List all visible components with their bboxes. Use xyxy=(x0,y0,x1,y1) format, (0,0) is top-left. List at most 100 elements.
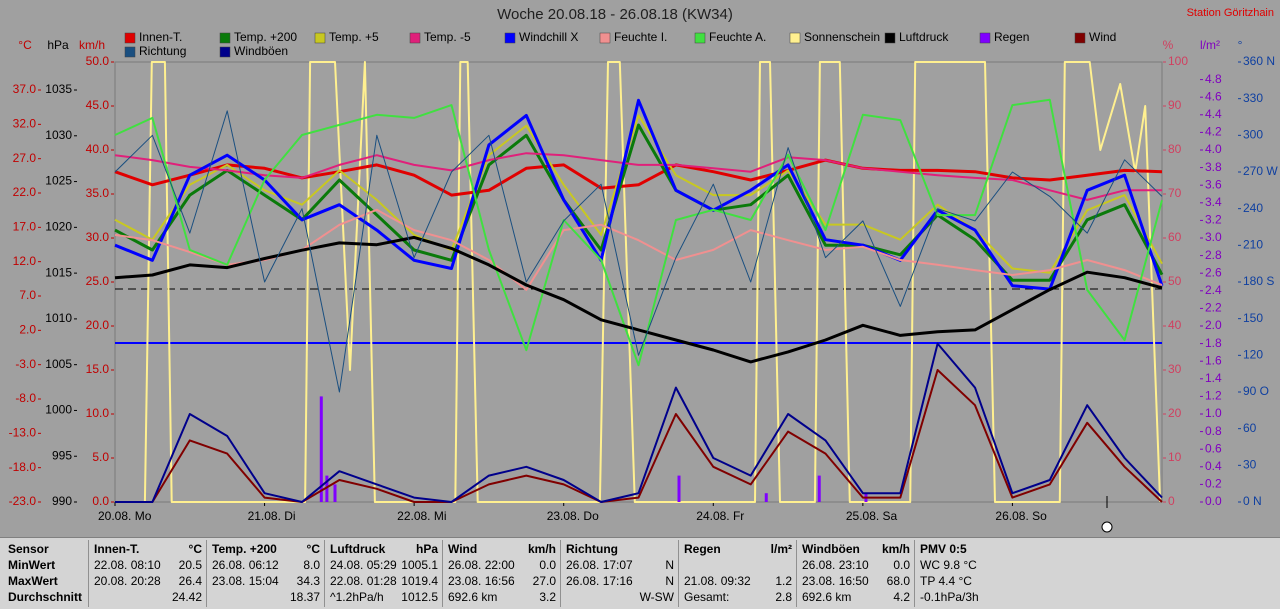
column-unit: km/h xyxy=(881,542,910,556)
legend-swatch xyxy=(124,32,136,44)
column-header: Windböen xyxy=(802,542,860,556)
series-line xyxy=(115,342,1163,503)
legend-swatch xyxy=(884,32,896,44)
cell-time: 24.08. 05:29 xyxy=(330,558,397,572)
y-tick-label: 210 xyxy=(1243,238,1263,252)
cursor-handle xyxy=(1101,521,1113,533)
y-tick-label: 1005 xyxy=(45,357,72,371)
cell-value: 3.2 xyxy=(539,590,556,604)
y-tick-label: 3.0 xyxy=(1205,230,1222,244)
cell-value: 20.5 xyxy=(178,558,202,572)
column-separator xyxy=(678,540,679,607)
cell-value: 4.2 xyxy=(893,590,910,604)
plot-layer xyxy=(114,61,1164,503)
axis-unit: ° xyxy=(1238,38,1243,52)
y-tick-label: 4.8 xyxy=(1205,72,1222,86)
y-tick-label: 150 xyxy=(1243,311,1263,325)
column-separator xyxy=(324,540,325,607)
cell-value: 0.0 xyxy=(893,558,910,572)
legend-swatch xyxy=(314,32,326,44)
legend-swatch xyxy=(124,46,136,58)
series-line xyxy=(114,123,1164,282)
cell-time: WC 9.8 °C xyxy=(920,558,977,572)
cell-time: 692.6 km xyxy=(802,590,852,604)
column-header: Regen xyxy=(684,542,721,556)
y-tick-label: 10.0 xyxy=(86,406,110,420)
y-tick-label: 0.6 xyxy=(1205,441,1222,455)
column-separator xyxy=(560,540,561,607)
y-tick-label: 0 N xyxy=(1243,494,1262,508)
series-line xyxy=(114,98,1163,367)
cell-time: 26.08. 17:16 xyxy=(566,574,633,588)
legend-label: Windchill X xyxy=(519,30,578,44)
y-tick-label: 70 xyxy=(1168,186,1182,200)
y-tick-label: 30 xyxy=(1168,362,1182,376)
cell-value: 1005.1 xyxy=(401,558,438,572)
series-line xyxy=(114,110,1163,393)
series-line xyxy=(114,114,1163,274)
axis-unit: l/m² xyxy=(1200,38,1220,52)
x-tick-label: 23.08. Do xyxy=(547,509,599,523)
column-header: Temp. +200 xyxy=(212,542,277,556)
y-tick-label: 4.0 xyxy=(1205,142,1222,156)
x-tick-label: 25.08. Sa xyxy=(846,509,898,523)
row-label: Sensor xyxy=(8,542,49,556)
y-tick-label: 1.2 xyxy=(1205,389,1222,403)
y-tick-label: 2.4 xyxy=(1205,283,1222,297)
cell-time: 21.08. 09:32 xyxy=(684,574,751,588)
y-tick-label: 1035 xyxy=(45,82,72,96)
y-tick-label: 32.0 xyxy=(13,117,37,131)
y-tick-label: 10 xyxy=(1168,450,1182,464)
column-unit: hPa xyxy=(415,542,438,556)
chart: Woche 20.08.18 - 26.08.18 (KW34) Station… xyxy=(9,6,1278,533)
legend-swatch xyxy=(694,32,706,44)
y-tick-label: 4.4 xyxy=(1205,107,1222,121)
column-header: PMV 0:5 xyxy=(920,542,967,556)
y-tick-label: 20.0 xyxy=(86,318,110,332)
y-tick-label: 1.8 xyxy=(1205,336,1222,350)
y-tick-label: 40 xyxy=(1168,318,1182,332)
column-separator xyxy=(442,540,443,607)
cell-value: 24.42 xyxy=(171,590,202,604)
y-tick-label: 2.6 xyxy=(1205,265,1222,279)
y-tick-label: 4.2 xyxy=(1205,125,1222,139)
y-tick-label: 50 xyxy=(1168,274,1182,288)
rain-bar xyxy=(319,396,323,502)
column-unit: km/h xyxy=(527,542,556,556)
y-tick-label: 40.0 xyxy=(86,142,110,156)
cell-time: 23.08. 15:04 xyxy=(212,574,279,588)
cell-time: 26.08. 17:07 xyxy=(566,558,633,572)
cell-value: 1019.4 xyxy=(401,574,438,588)
y-tick-label: 300 xyxy=(1243,128,1263,142)
x-tick-label: 26.08. So xyxy=(995,509,1047,523)
y-tick-label: 7.0 xyxy=(19,288,36,302)
series-line xyxy=(114,235,1163,364)
column-unit: °C xyxy=(188,542,202,556)
y-tick-label: 1.0 xyxy=(1205,406,1222,420)
y-tick-label: 3.4 xyxy=(1205,195,1222,209)
legend-swatch xyxy=(599,32,611,44)
station-name: Station Göritzhain xyxy=(1187,7,1274,19)
cell-time: 26.08. 22:00 xyxy=(448,558,515,572)
legend-swatch xyxy=(219,46,231,58)
y-tick-label: 60 xyxy=(1168,230,1182,244)
cell-value: 1.2 xyxy=(775,574,792,588)
column-separator xyxy=(914,540,915,607)
column-header: Wind xyxy=(448,542,478,556)
series-line xyxy=(115,369,1163,503)
cell-value: 1012.5 xyxy=(401,590,438,604)
cell-time: 23.08. 16:56 xyxy=(448,574,515,588)
column-header: Innen-T. xyxy=(94,542,140,556)
x-tick-label: 21.08. Di xyxy=(248,509,296,523)
column-separator xyxy=(88,540,89,607)
y-tick-label: 0.2 xyxy=(1205,477,1222,491)
column-header: Luftdruck xyxy=(330,542,386,556)
legend-label: Temp. +5 xyxy=(329,30,379,44)
cell-value: 34.3 xyxy=(296,574,320,588)
legend-label: Luftdruck xyxy=(899,30,949,44)
cell-value: 27.0 xyxy=(532,574,556,588)
axis-unit: hPa xyxy=(47,38,69,52)
cell-time: 692.6 km xyxy=(448,590,498,604)
cell-value: 8.0 xyxy=(303,558,320,572)
